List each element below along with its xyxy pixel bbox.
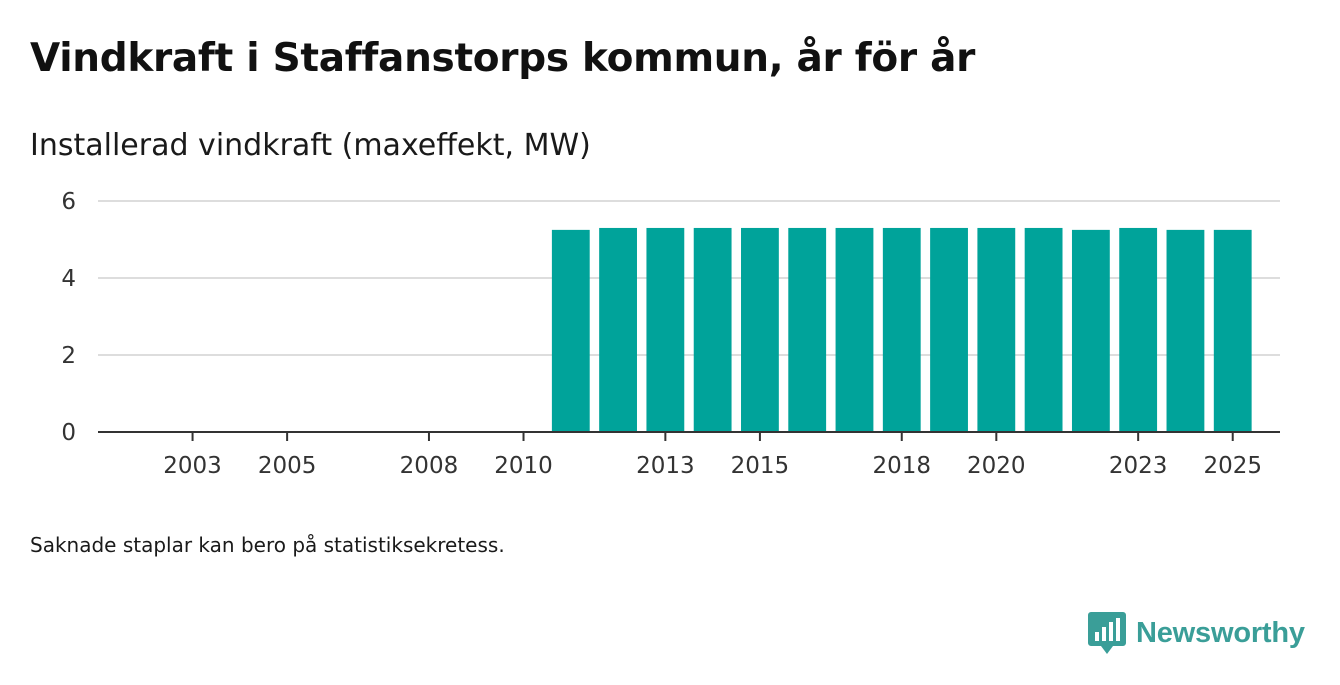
y-tick-label: 4: [61, 266, 76, 292]
bar-2022: [1071, 229, 1110, 432]
x-tick-label: 2015: [731, 453, 790, 479]
x-tick-label: 2018: [872, 453, 931, 479]
y-tick-label: 0: [61, 420, 76, 446]
y-axis-ticks: 0 2 4 6: [61, 189, 76, 446]
footnote: Saknade staplar kan bero på statistiksek…: [30, 533, 505, 557]
bar-2025: [1213, 229, 1252, 432]
bar-2018: [882, 227, 921, 432]
bar-2019: [930, 227, 968, 432]
bar-chart: 0 2 4 6 2003 2005 2008 2010 2013 2015 2018 2020 202…: [61, 189, 1280, 479]
bar-2011: [551, 229, 590, 432]
newsworthy-logo-icon: [1088, 612, 1126, 654]
bar-2013: [646, 227, 685, 432]
brand-logo: Newsworthy: [1088, 610, 1305, 656]
bar-2017: [835, 227, 874, 432]
bar-2012: [599, 227, 637, 432]
x-tick-label: 2013: [636, 453, 695, 479]
x-tick-label: 2005: [258, 453, 317, 479]
bar-2023: [1119, 227, 1158, 432]
x-tick-label: 2020: [967, 453, 1026, 479]
x-axis-ticks: 2003 2005 2008 2010 2013 2015 2018 2020 2023 2025: [163, 432, 1262, 479]
x-tick-label: 2023: [1109, 453, 1168, 479]
bars: [551, 227, 1252, 432]
x-tick-label: 2025: [1203, 453, 1262, 479]
bar-2014: [693, 227, 732, 432]
bar-2020: [977, 227, 1016, 432]
bar-2015: [741, 227, 779, 432]
bar-2016: [788, 227, 827, 432]
chart-subtitle: Installerad vindkraft (maxeffekt, MW): [30, 128, 591, 163]
chart-title: Vindkraft i Staffanstorps kommun, år för…: [30, 36, 976, 81]
x-tick-label: 2008: [400, 453, 459, 479]
y-tick-label: 2: [61, 343, 76, 369]
x-tick-label: 2003: [163, 453, 222, 479]
brand-name: Newsworthy: [1136, 616, 1305, 649]
x-tick-label: 2010: [494, 453, 553, 479]
bar-2024: [1166, 229, 1205, 432]
bar-2021: [1024, 227, 1063, 432]
y-tick-label: 6: [61, 189, 76, 215]
